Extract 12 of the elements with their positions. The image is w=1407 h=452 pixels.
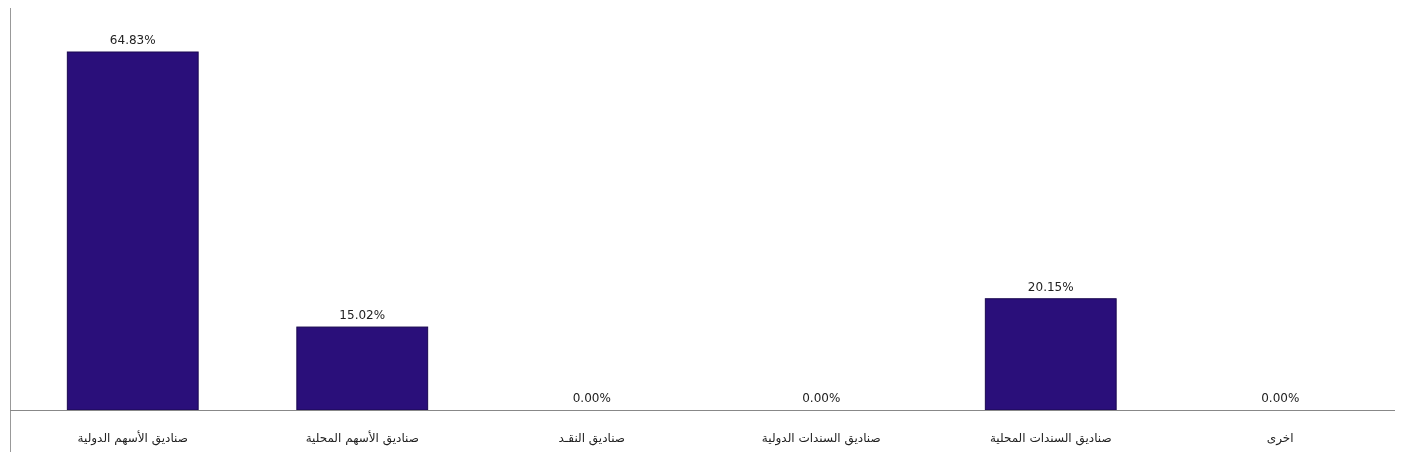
data-label: 0.00% — [802, 391, 841, 405]
data-label: 15.02% — [339, 308, 386, 323]
data-label: 64.83% — [109, 33, 156, 47]
data-label: 0.00% — [572, 391, 611, 405]
x-tick-label: صناديق الأسهم الدولية — [77, 430, 188, 446]
x-tick-label: صناديق السندات المحلية — [989, 431, 1112, 446]
data-label: 20.15% — [1027, 279, 1074, 294]
x-tick-label: اخرى — [1266, 431, 1294, 446]
x-tick-label: صناديق الأسهم المحلية — [305, 430, 419, 446]
data-label: 0.00% — [1261, 391, 1300, 405]
x-tick-label: صناديق النقـد — [558, 431, 625, 446]
x-tick-label: صناديق السندات الدولية — [761, 431, 881, 446]
